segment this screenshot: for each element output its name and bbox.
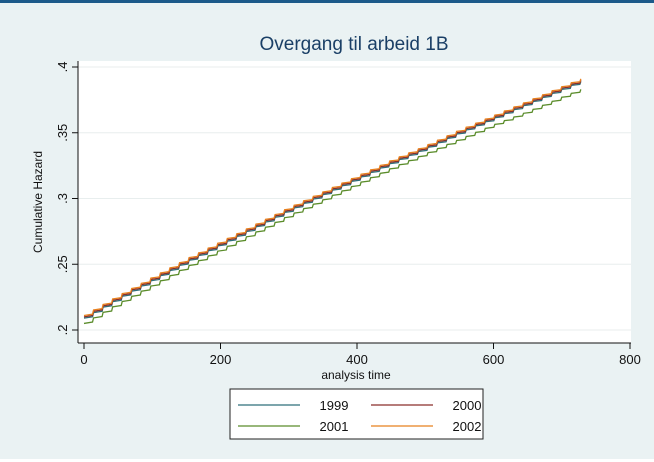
y-axis-title: Cumulative Hazard xyxy=(31,151,45,253)
legend: 1999 2000 2001 2002 xyxy=(238,398,481,434)
series-lines xyxy=(83,78,582,325)
x-tick-label: 600 xyxy=(483,352,505,367)
plot-area xyxy=(78,61,631,343)
axes xyxy=(77,61,631,344)
y-tick-label: .35 xyxy=(55,124,70,142)
x-tick-label: 0 xyxy=(80,352,87,367)
x-axis-title: analysis time xyxy=(321,368,391,382)
series-line-2002 xyxy=(83,78,582,317)
x-tick-label: 800 xyxy=(619,352,641,367)
legend-label-2002: 2002 xyxy=(453,419,482,434)
cumulative-hazard-chart: .2 .25 .3 .35 .4 0 200 400 600 800 Overgang til a… xyxy=(31,34,641,440)
y-tick-label: .25 xyxy=(55,255,70,273)
legend-label-1999: 1999 xyxy=(320,398,349,413)
y-tick-label: .2 xyxy=(55,325,70,336)
legend-box xyxy=(229,388,484,440)
x-tick-label: 400 xyxy=(346,352,368,367)
series-line-2001 xyxy=(83,89,582,325)
x-tick-label: 200 xyxy=(210,352,232,367)
y-tick-label: .4 xyxy=(55,62,70,73)
chart-title: Overgang til arbeid 1B xyxy=(259,34,448,55)
gridlines xyxy=(78,66,631,331)
legend-label-2001: 2001 xyxy=(320,419,349,434)
legend-label-2000: 2000 xyxy=(453,398,482,413)
y-tick-label: .3 xyxy=(55,193,70,204)
tick-marks: .2 .25 .3 .35 .4 0 200 400 600 800 xyxy=(55,62,641,367)
